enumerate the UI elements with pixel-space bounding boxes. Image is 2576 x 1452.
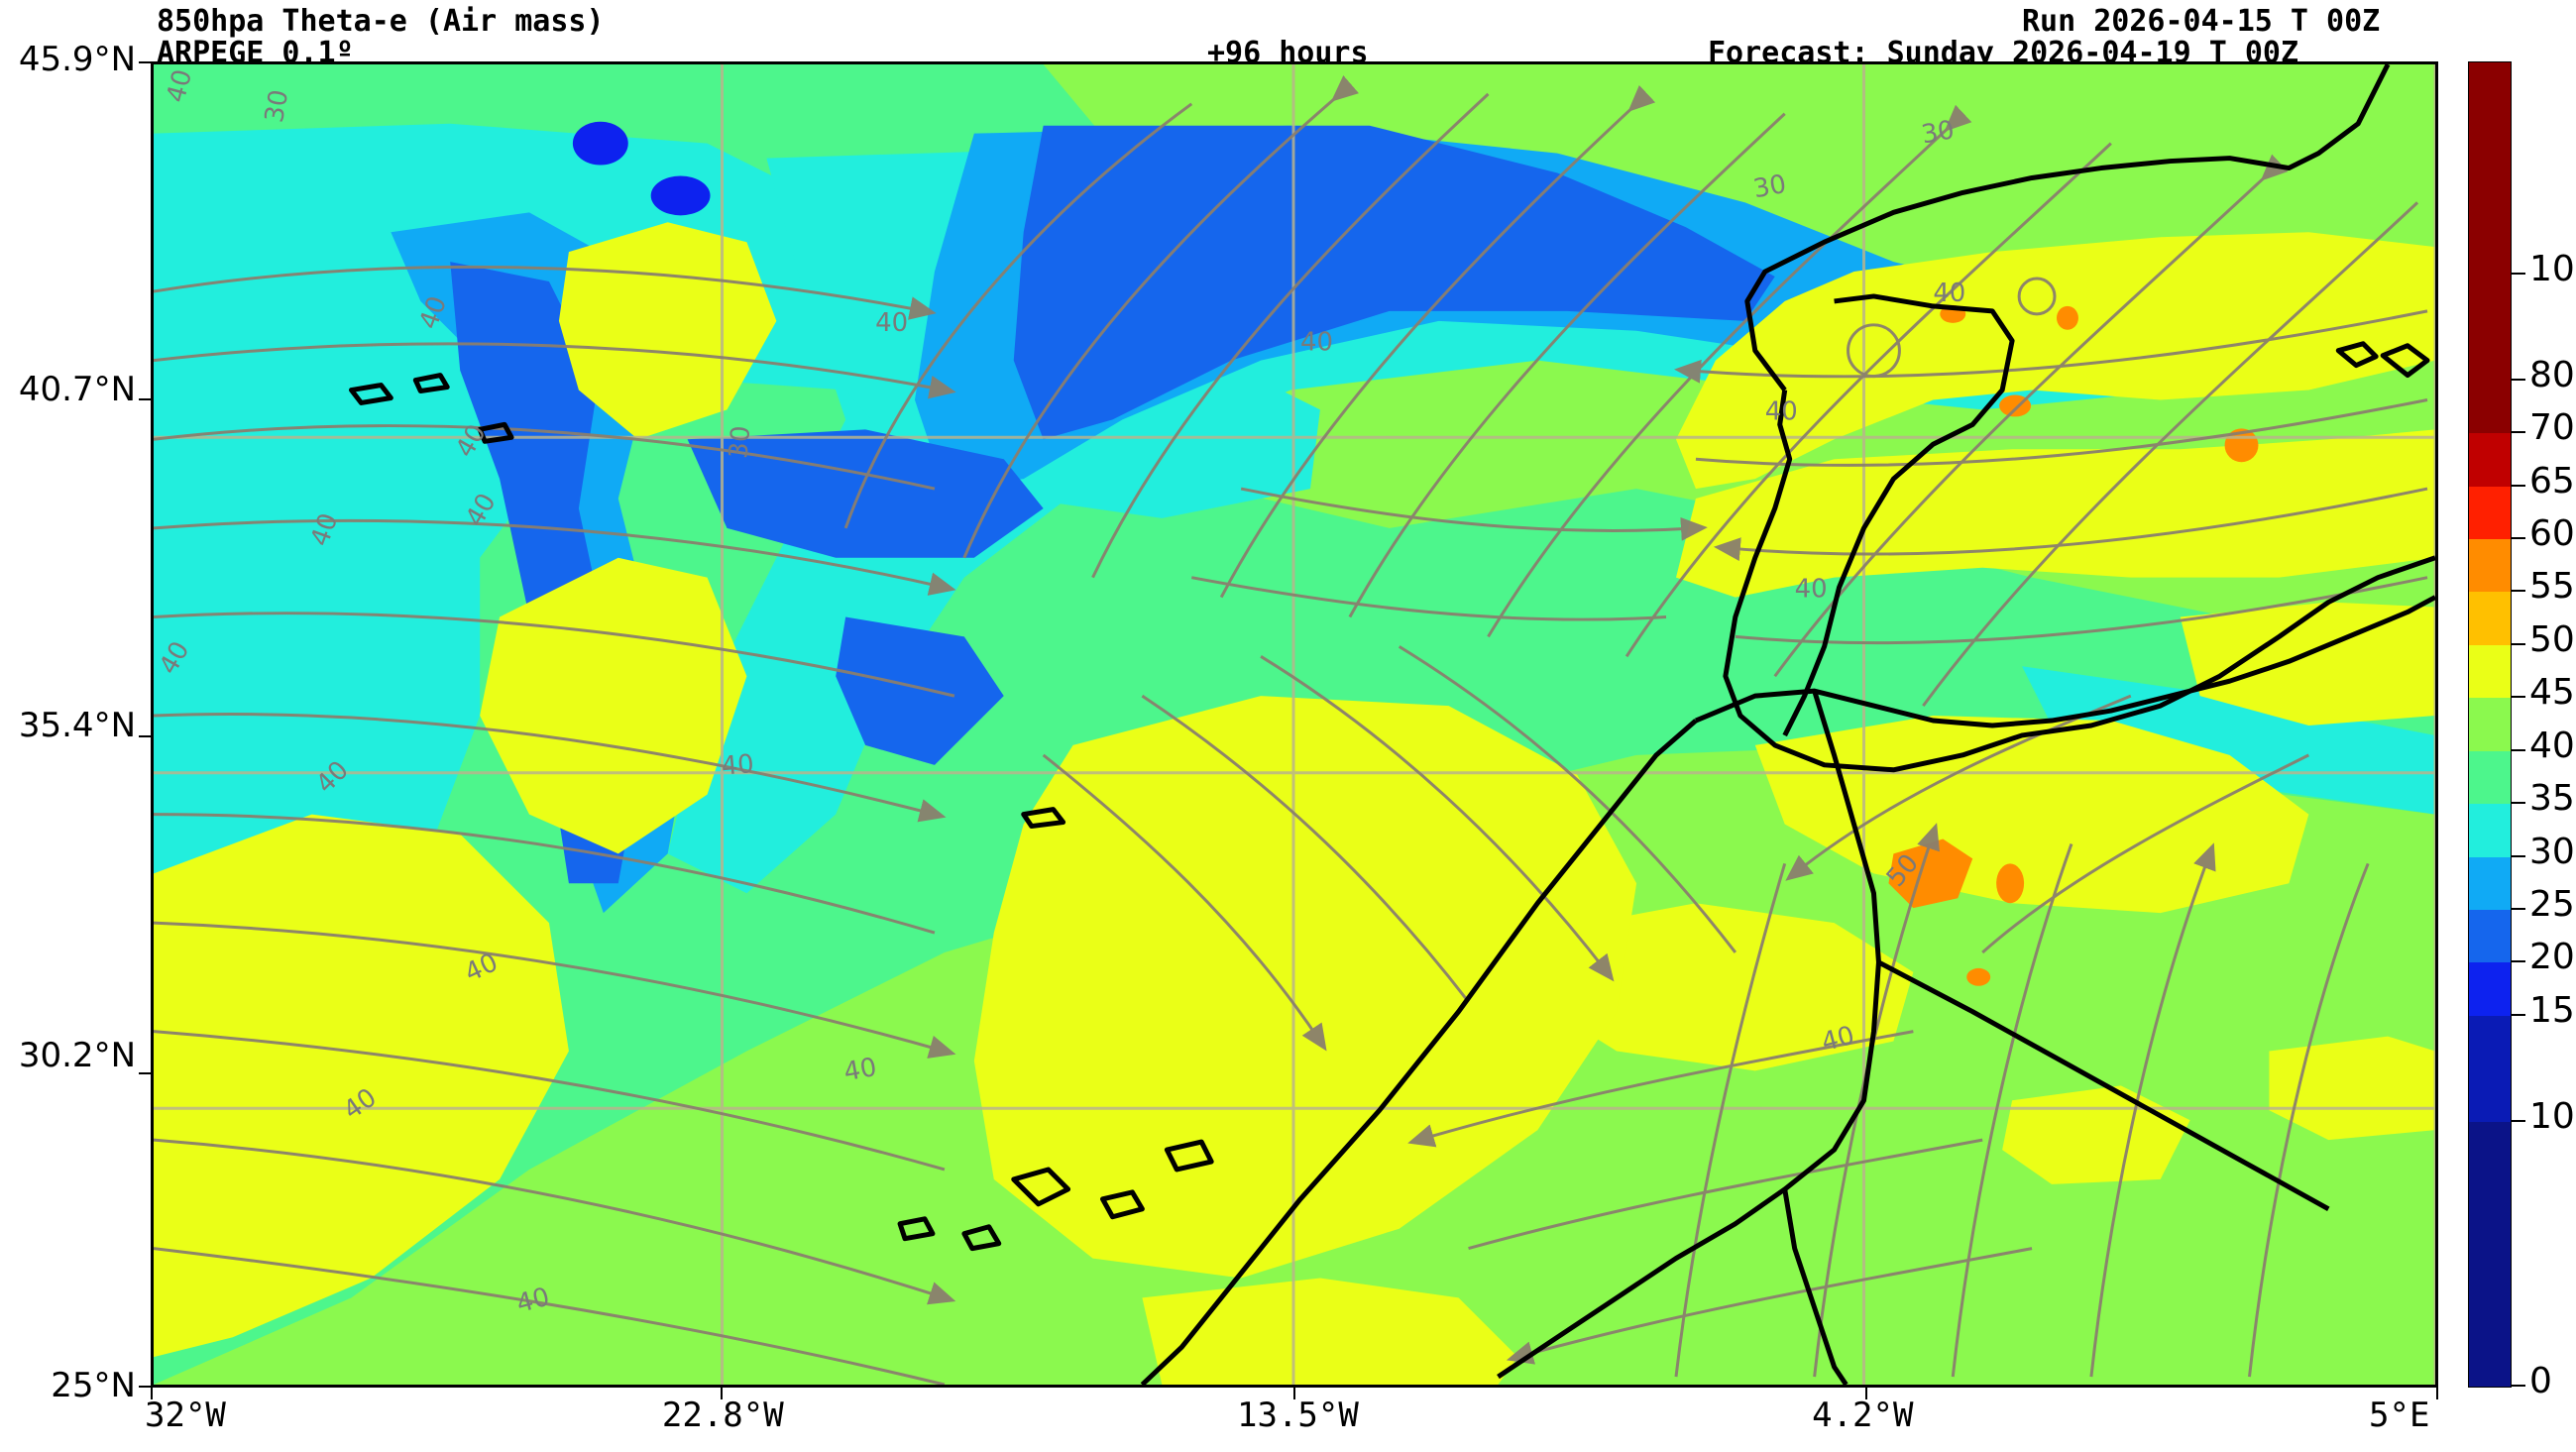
colorbar-tick-label: 15 xyxy=(2529,989,2575,1031)
x-axis-tick-label: 32°W xyxy=(145,1396,226,1435)
x-axis-tick xyxy=(2436,1388,2438,1399)
x-axis-tick xyxy=(721,1388,723,1399)
colorbar-tick-label: 20 xyxy=(2529,937,2575,978)
colorbar-band xyxy=(2469,62,2511,275)
y-axis-tick-label: 25°N xyxy=(51,1366,136,1405)
svg-text:30: 30 xyxy=(1751,169,1789,204)
svg-text:30: 30 xyxy=(1919,115,1957,150)
colorbar-tick-label: 50 xyxy=(2529,618,2575,660)
colorbar-tick-label: 55 xyxy=(2529,566,2575,608)
colorbar-band xyxy=(2469,750,2511,805)
colorbar-tick xyxy=(2512,696,2525,699)
colorbar-band xyxy=(2469,380,2511,434)
svg-text:40: 40 xyxy=(1933,279,1965,308)
y-axis-tick xyxy=(139,1072,151,1074)
colorbar-tick xyxy=(2512,802,2525,805)
colorbar-tick-label: 25 xyxy=(2529,884,2575,926)
x-axis-tick xyxy=(1293,1388,1295,1399)
svg-text:40: 40 xyxy=(720,749,754,782)
y-axis-tick-label: 45.9°N xyxy=(18,40,136,79)
colorbar-tick-label: 65 xyxy=(2529,460,2575,502)
colorbar-tick xyxy=(2512,1385,2525,1387)
y-axis-tick-label: 30.2°N xyxy=(18,1036,136,1076)
colorbar-tick xyxy=(2512,642,2525,645)
x-axis-tick xyxy=(1865,1388,1867,1399)
svg-text:30: 30 xyxy=(260,87,294,125)
colorbar-tick xyxy=(2512,484,2525,487)
colorbar-tick-label: 40 xyxy=(2529,725,2575,766)
streamlines xyxy=(154,75,2428,1385)
y-axis-tick xyxy=(139,1386,151,1388)
svg-text:40: 40 xyxy=(1765,396,1798,426)
colorbar-band xyxy=(2469,804,2511,857)
colorbar-tick xyxy=(2512,960,2525,963)
colorbar-band xyxy=(2469,592,2511,645)
colorbar-tick xyxy=(2512,854,2525,857)
colorbar-tick xyxy=(2512,378,2525,381)
colorbar-tick xyxy=(2512,748,2525,751)
colorbar-band xyxy=(2469,274,2511,381)
y-axis-tick xyxy=(139,735,151,737)
colorbar-band xyxy=(2469,962,2511,1016)
colorbar-band xyxy=(2469,486,2511,539)
run-time-label: Run 2026-04-15 T 00Z xyxy=(2022,4,2381,39)
x-axis-tick-label: 22.8°W xyxy=(661,1396,784,1435)
colorbar-band xyxy=(2469,856,2511,910)
x-axis-tick-label: 5°E xyxy=(2369,1396,2430,1435)
colorbar-tick xyxy=(2512,431,2525,434)
colorbar-tick-label: 100 xyxy=(2529,248,2576,289)
colorbar-band xyxy=(2469,1121,2511,1387)
svg-text:40: 40 xyxy=(875,308,908,338)
colorbar-band xyxy=(2469,910,2511,963)
page-title: 850hpa Theta-e (Air mass) xyxy=(157,4,605,39)
colorbar-band xyxy=(2469,433,2511,487)
colorbar-band xyxy=(2469,644,2511,699)
map-plot-area[interactable]: 40 30 40 40 40 40 40 40 40 40 30 40 40 4… xyxy=(151,61,2438,1388)
y-axis-tick-label: 35.4°N xyxy=(18,706,136,746)
y-axis-tick-label: 40.7°N xyxy=(18,369,136,409)
colorbar-tick xyxy=(2512,908,2525,911)
svg-text:40: 40 xyxy=(1795,575,1828,605)
colorbar-band xyxy=(2469,1015,2511,1122)
x-axis-tick xyxy=(151,1388,153,1399)
colorbar-tick xyxy=(2512,536,2525,539)
x-axis-tick-label: 13.5°W xyxy=(1237,1396,1359,1435)
colorbar-band xyxy=(2469,698,2511,751)
svg-text:40: 40 xyxy=(1300,328,1333,358)
colorbar-tick-label: 70 xyxy=(2529,407,2575,449)
colorbar-tick-label: 10 xyxy=(2529,1095,2575,1137)
colorbar[interactable] xyxy=(2468,61,2512,1388)
colorbar-tick-label: 45 xyxy=(2529,672,2575,714)
coastlines xyxy=(348,64,2435,1385)
colorbar-tick xyxy=(2512,1119,2525,1122)
colorbar-tick xyxy=(2512,272,2525,275)
colorbar-tick-label: 30 xyxy=(2529,831,2575,872)
x-axis-tick-label: 4.2°W xyxy=(1812,1396,1914,1435)
y-axis-tick xyxy=(139,61,151,63)
svg-text:40: 40 xyxy=(841,1053,879,1087)
colorbar-tick-label: 35 xyxy=(2529,778,2575,820)
colorbar-band xyxy=(2469,538,2511,593)
colorbar-tick-label: 60 xyxy=(2529,512,2575,554)
svg-text:30: 30 xyxy=(725,424,757,459)
colorbar-tick-label: 80 xyxy=(2529,354,2575,395)
y-axis-tick xyxy=(139,398,151,400)
colorbar-tick xyxy=(2512,590,2525,593)
colorbar-tick-label: 0 xyxy=(2529,1361,2552,1401)
theta-e-field: 40 30 40 40 40 40 40 40 40 40 30 40 40 4… xyxy=(154,64,2435,1385)
colorbar-tick xyxy=(2512,1013,2525,1016)
